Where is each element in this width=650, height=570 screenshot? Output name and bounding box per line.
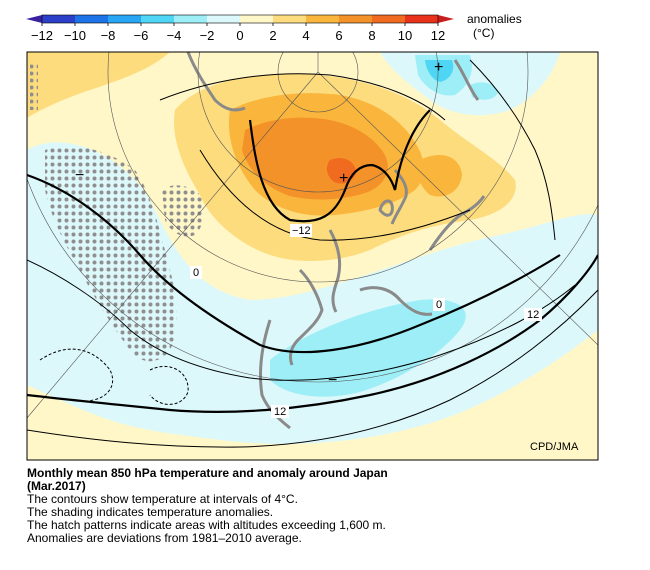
color-bar-band-7 bbox=[273, 15, 306, 23]
anomaly-pos-8-10 bbox=[326, 158, 356, 184]
color-bar-tick-label: 10 bbox=[398, 28, 412, 43]
figure-caption: Monthly mean 850 hPa temperature and ano… bbox=[27, 467, 627, 545]
color-bar-high-arrow bbox=[438, 15, 454, 23]
marker-minus-west: − bbox=[75, 167, 84, 184]
marker-plus-center: + bbox=[339, 170, 348, 187]
color-bar-tick-label: 0 bbox=[236, 28, 243, 43]
map-credit: CPD/JMA bbox=[530, 441, 579, 453]
color-bar-tick-label: 4 bbox=[302, 28, 309, 43]
caption-line-2: The shading indicates temperature anomal… bbox=[27, 505, 274, 519]
color-bar-band-6 bbox=[240, 15, 273, 23]
color-bar-tick-label: −4 bbox=[167, 28, 182, 43]
anomaly-neg-core-south bbox=[270, 299, 466, 397]
caption-line-1: The contours show temperature at interva… bbox=[27, 492, 298, 506]
color-bar-tick-label: 6 bbox=[335, 28, 342, 43]
contour-label-12-south: 12 bbox=[274, 406, 286, 418]
caption-line-3: The hatch patterns indicate areas with a… bbox=[27, 518, 386, 532]
anomaly-color-bar: −12 −10 −8 −6 −4 −2 0 2 4 6 8 10 12 bbox=[26, 14, 454, 43]
caption-title-line2: (Mar.2017) bbox=[27, 479, 86, 493]
legend-unit-label: anomalies (°C) bbox=[467, 12, 522, 40]
legend-unit-line1: anomalies bbox=[467, 12, 522, 26]
color-bar-band-3 bbox=[141, 15, 174, 23]
caption-line-4: Anomalies are deviations from 1981–2010 … bbox=[27, 531, 302, 545]
color-bar-tick-label: 8 bbox=[368, 28, 375, 43]
marker-plus-north: + bbox=[434, 59, 443, 76]
contour-label-12-east: 12 bbox=[527, 309, 539, 321]
caption-title-line1: Monthly mean 850 hPa temperature and ano… bbox=[27, 466, 388, 480]
color-bar-tick-label: −10 bbox=[64, 28, 86, 43]
color-bar-band-5 bbox=[207, 15, 240, 23]
color-bar-tick-label: 12 bbox=[431, 28, 445, 43]
color-bar-band-1 bbox=[75, 15, 108, 23]
color-bar-band-9 bbox=[339, 15, 372, 23]
color-bar-band-11 bbox=[405, 15, 438, 23]
anomaly-pos-4-6-east bbox=[417, 155, 462, 197]
color-bar-band-8 bbox=[306, 15, 339, 23]
anomaly-pos-2-4-west bbox=[27, 52, 170, 118]
marker-minus-south: − bbox=[328, 372, 337, 389]
anomaly-neg-northeast-small bbox=[425, 60, 454, 82]
temperature-contours bbox=[27, 59, 598, 448]
legend-unit-line2: (°C) bbox=[473, 26, 495, 40]
color-bar-band-4 bbox=[174, 15, 207, 23]
map-frame bbox=[26, 51, 599, 461]
graticule bbox=[27, 52, 598, 419]
color-bar-band-2 bbox=[108, 15, 141, 23]
anomaly-neg-east-blob bbox=[470, 82, 498, 100]
color-bar-tick-label: −8 bbox=[101, 28, 116, 43]
color-bar-band-10 bbox=[372, 15, 405, 23]
color-bar-tick-label: 2 bbox=[269, 28, 276, 43]
terrain-hatch-west bbox=[30, 62, 177, 362]
coastlines bbox=[186, 52, 486, 430]
color-bar-band-0 bbox=[42, 15, 75, 23]
contour-label-0-east: 0 bbox=[436, 299, 442, 311]
color-bar-tick-label: −12 bbox=[31, 28, 53, 43]
color-bar-low-arrow bbox=[26, 15, 42, 23]
contour-label-minus12: −12 bbox=[292, 225, 311, 237]
color-bar-tick-label: −6 bbox=[134, 28, 149, 43]
contour-label-0-west: 0 bbox=[193, 267, 199, 279]
color-bar-tick-label: −2 bbox=[200, 28, 215, 43]
